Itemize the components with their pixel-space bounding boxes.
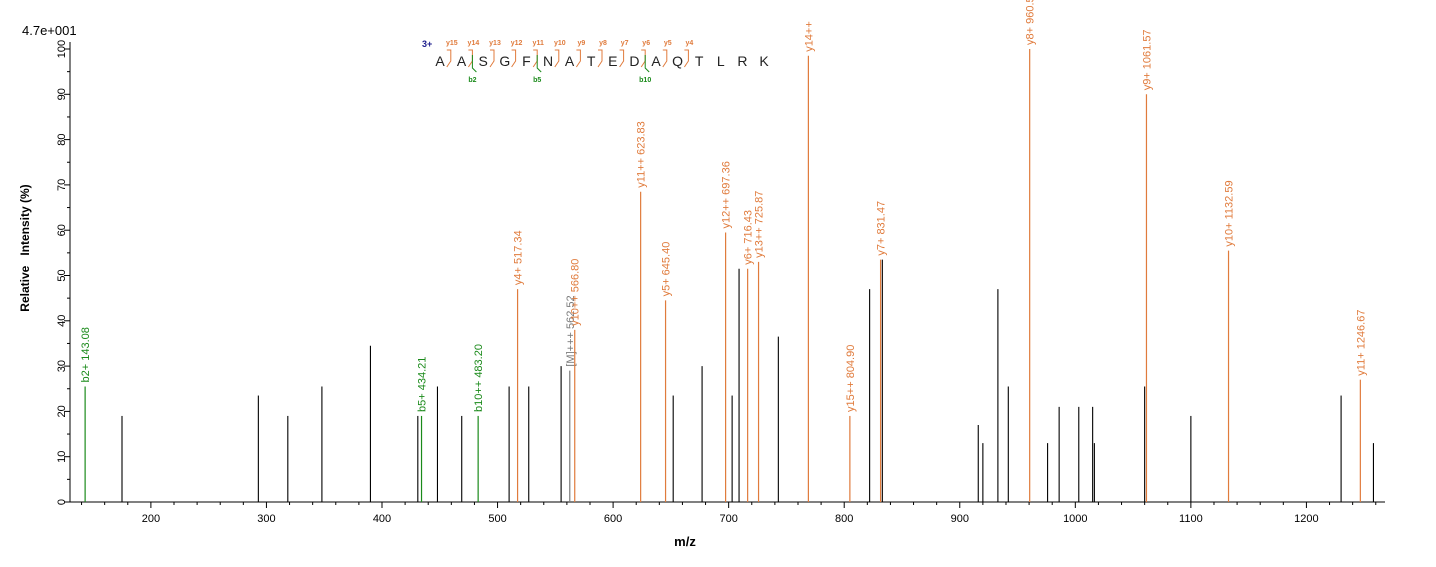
peak-label: y12++ 697.36 [721,161,733,228]
peak-label: y8+ 960.51 [1025,0,1037,45]
sequence-residue: E [608,53,617,69]
sequence-residue: A [435,53,445,69]
y-fragment-label: y6 [642,40,650,47]
peak-label: b5+ 434.21 [417,357,429,412]
sequence-residue: Q [672,53,683,69]
sequence-residue: R [737,53,747,69]
y-axis-title: Relative Intensity (%) [18,184,32,311]
y-fragment-label: y8 [599,40,607,47]
y-fragment-bracket [683,49,689,68]
y-fragment-bracket [554,49,560,68]
b-fragment-bracket [471,55,477,73]
y-tick-label: 10 [56,451,68,463]
y-fragment-bracket [446,49,452,68]
peak-label: b2+ 143.08 [80,327,92,382]
sequence-residue: T [587,53,596,69]
plot-layer: 0 10 20 30 40 50 60 70 80 90 100 200 300 400 500 600 700… [56,0,1385,525]
sequence-residue: A [565,53,575,69]
sequence-residue: A [651,53,661,69]
sequence-residue: G [499,53,510,69]
y-fragment-label: y15 [446,40,458,47]
y-tick-label: 100 [56,40,68,58]
peak-label: y11+ 1246.67 [1355,310,1367,376]
sequence-residue: A [457,53,467,69]
peak-label: y11++ 623.83 [636,121,648,187]
y-fragment-label: y14 [468,40,480,47]
sequence-residue: K [759,53,769,69]
peak-label: y14++ [803,21,815,52]
sequence-residue: S [479,53,488,69]
peak-label: y5+ 645.40 [661,242,673,297]
y-tick-label: 50 [56,269,68,281]
peak-label: y4+ 517.34 [513,230,525,285]
y-fragment-label: y9 [578,40,586,47]
x-tick-label: 900 [951,513,969,525]
y-fragment-bracket [489,49,495,68]
y-fragment-bracket [619,49,625,68]
sequence-residue: L [717,53,725,69]
y-tick-label: 70 [56,179,68,191]
peak-label: b10++ 483.20 [473,344,485,412]
sequence-residue: T [695,53,704,69]
y-tick-label: 60 [56,224,68,236]
b-fragment-label: b10 [639,77,651,84]
x-tick-label: 1100 [1179,513,1203,525]
x-tick-label: 1200 [1294,513,1318,525]
intensity-scale-label: 4.7e+001 [22,23,77,38]
x-tick-label: 300 [257,513,275,525]
y-fragment-label: y10 [554,40,566,47]
sequence-residue: D [629,53,639,69]
y-fragment-label: y11 [533,40,544,47]
y-fragment-bracket [597,49,603,68]
peak-label: y9+ 1061.57 [1141,29,1153,90]
x-tick-label: 800 [835,513,853,525]
y-tick-label: 80 [56,133,68,145]
y-tick-label: 20 [56,405,68,417]
x-tick-label: 1000 [1063,513,1087,525]
peak-label: y6+ 716.43 [743,210,755,265]
y-tick-label: 90 [56,88,68,100]
y-tick-label: 0 [56,499,68,505]
x-tick-label: 400 [373,513,391,525]
y-fragment-label: y12 [511,40,523,47]
x-tick-label: 200 [142,513,160,525]
y-fragment-label: y4 [686,40,694,47]
sequence-residue: F [522,53,531,69]
y-fragment-label: y5 [664,40,672,47]
b-fragment-bracket [644,55,650,73]
y-tick-label: 40 [56,315,68,327]
peak-label: y13++ 725.87 [754,191,766,258]
y-fragment-bracket [511,49,517,68]
sequence-residue: N [543,53,553,69]
y-fragment-label: y7 [621,40,629,47]
x-tick-label: 600 [604,513,622,525]
y-fragment-bracket [662,49,668,68]
y-fragment-label: y13 [489,40,501,47]
peak-label: y10+ 1132.59 [1224,180,1236,246]
peak-label: y15++ 804.90 [845,345,857,412]
x-axis-title: m/z [674,534,696,549]
peak-label: [M]+++ 562.52 [565,295,577,366]
y-fragment-bracket [575,49,581,68]
peak-label: y7+ 831.47 [876,201,888,256]
charge-state-label: 3+ [422,39,432,49]
y-tick-label: 30 [56,360,68,372]
b-fragment-label: b2 [468,77,476,84]
b-fragment-bracket [536,55,542,73]
peak-label: y10++ 566.80 [570,259,582,326]
x-tick-label: 500 [488,513,506,525]
b-fragment-label: b5 [533,77,541,84]
x-tick-label: 700 [719,513,737,525]
